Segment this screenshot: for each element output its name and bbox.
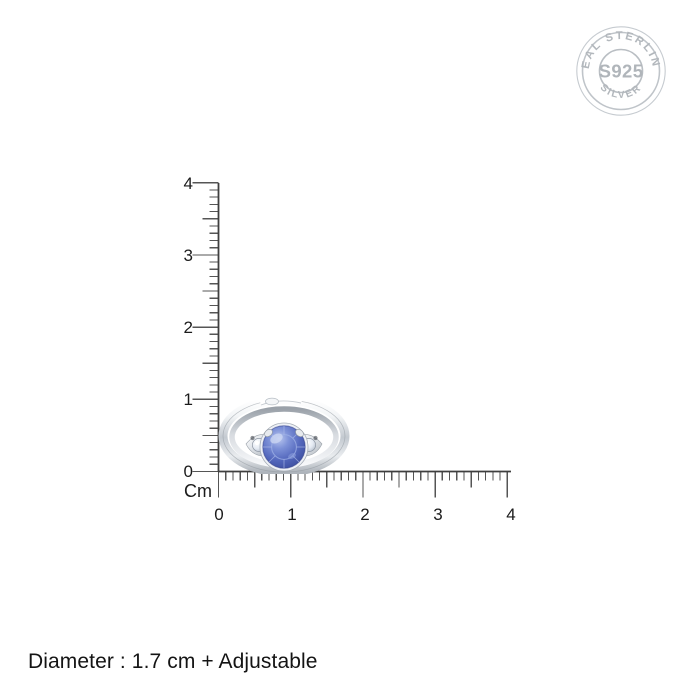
badge-middle-ring — [581, 31, 661, 111]
vaxis-label-0: 0 — [183, 462, 193, 481]
vaxis-label-2: 2 — [183, 318, 193, 337]
haxis-label-3: 3 — [433, 505, 443, 524]
haxis-label-2: 2 — [360, 505, 370, 524]
sterling-silver-badge: REAL STERLING SILVER S925 — [575, 25, 667, 117]
badge-outer-ring — [576, 26, 666, 116]
badge-center-text: S925 — [599, 60, 644, 81]
vaxis-label-4: 4 — [183, 174, 193, 193]
gemstone-prongs — [264, 428, 304, 438]
haxis-label-0: 0 — [214, 505, 224, 524]
badge-inner-ring — [598, 48, 644, 94]
vaxis-label-1: 1 — [183, 390, 193, 409]
ruler-unit-label: Cm — [184, 481, 212, 501]
center-gemstone — [259, 422, 309, 472]
diameter-caption: Diameter : 1.7 cm + Adjustable — [28, 650, 318, 673]
product-ring-image — [216, 388, 352, 474]
haxis-label-1: 1 — [287, 505, 297, 524]
vaxis-label-3: 3 — [183, 246, 193, 265]
haxis-label-4: 4 — [506, 505, 516, 524]
adjustable-gap-detail — [259, 395, 303, 405]
